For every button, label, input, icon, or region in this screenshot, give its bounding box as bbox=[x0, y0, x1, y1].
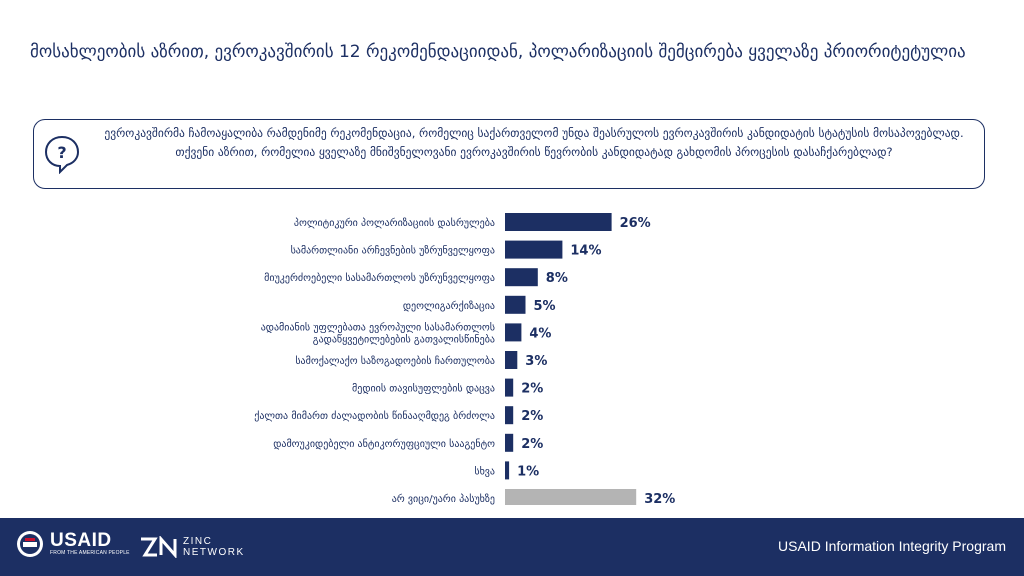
program-name: USAID Information Integrity Program bbox=[778, 538, 1006, 554]
bar bbox=[505, 378, 514, 397]
category-label: არ ვიცი/უარი პასუხზე bbox=[392, 493, 495, 505]
category-label: ქალთა მიმართ ძალადობის წინააღმდეგ ბრძოლა bbox=[254, 410, 495, 422]
footer: USAID FROM THE AMERICAN PEOPLE ZINC NETW… bbox=[0, 518, 1024, 576]
bar bbox=[505, 489, 637, 505]
category-label: სამართლიანი არჩევნების უზრუნველყოფა bbox=[291, 245, 495, 257]
value-label: 2% bbox=[521, 382, 543, 397]
category-label: მიუკერძოებელი სასამართლოს უზრუნველყოფა bbox=[264, 272, 495, 284]
category-label: მედიის თავისუფლების დაცვა bbox=[352, 383, 495, 395]
zinc-line1: ZINC bbox=[183, 536, 213, 547]
value-label: 2% bbox=[521, 437, 543, 452]
zinc-network-logo: ZINC NETWORK bbox=[139, 536, 245, 558]
zinc-line2: NETWORK bbox=[183, 547, 245, 558]
bar-chart: 26% პოლიტიკური პოლარიზაციის დასრულება 14% ს… bbox=[254, 213, 675, 505]
bar bbox=[505, 323, 522, 342]
bar bbox=[505, 240, 563, 259]
value-label: 4% bbox=[529, 326, 551, 341]
category-label: დეოლიგარქიზაცია bbox=[403, 300, 495, 312]
value-label: 5% bbox=[534, 299, 556, 314]
usaid-logo: USAID FROM THE AMERICAN PEOPLE bbox=[16, 530, 130, 558]
bar bbox=[505, 406, 514, 425]
value-label: 1% bbox=[517, 464, 539, 479]
question-mark-speech-icon: ? bbox=[44, 135, 80, 174]
category-label: ადამიანის უფლებათა ევროპული სასამართლოს გ… bbox=[261, 321, 495, 345]
bar bbox=[505, 351, 518, 369]
bar bbox=[505, 268, 538, 287]
value-label: 32% bbox=[644, 492, 675, 505]
usaid-name: USAID bbox=[50, 530, 112, 551]
value-label: 14% bbox=[570, 244, 601, 259]
bar bbox=[505, 461, 510, 480]
question-box: ? ევროკავშირმა ჩამოაყალიბა რამდენიმე რეკ… bbox=[33, 119, 985, 189]
bar bbox=[505, 295, 526, 314]
category-label: პოლიტიკური პოლარიზაციის დასრულება bbox=[294, 217, 495, 229]
usaid-tagline: FROM THE AMERICAN PEOPLE bbox=[50, 550, 130, 556]
value-label: 2% bbox=[521, 409, 543, 424]
svg-text:?: ? bbox=[57, 143, 66, 162]
value-label: 8% bbox=[546, 271, 568, 286]
usaid-seal-icon bbox=[17, 531, 43, 557]
category-label: სამოქალაქო საზოგადოების ჩართულობა bbox=[295, 355, 495, 367]
category-label: სხვა bbox=[474, 465, 495, 477]
value-label: 3% bbox=[525, 354, 547, 369]
page-title: მოსახლეობის აზრით, ევროკავშირის 12 რეკომ… bbox=[30, 42, 966, 62]
question-text: ევროკავშირმა ჩამოაყალიბა რამდენიმე რეკომ… bbox=[104, 126, 964, 159]
bar bbox=[505, 433, 514, 452]
value-label: 26% bbox=[620, 216, 651, 231]
category-label: დამოუკიდებელი ანტიკორუფციული სააგენტო bbox=[273, 438, 495, 450]
zinc-network-mark-icon bbox=[141, 536, 177, 558]
bar bbox=[505, 213, 612, 231]
